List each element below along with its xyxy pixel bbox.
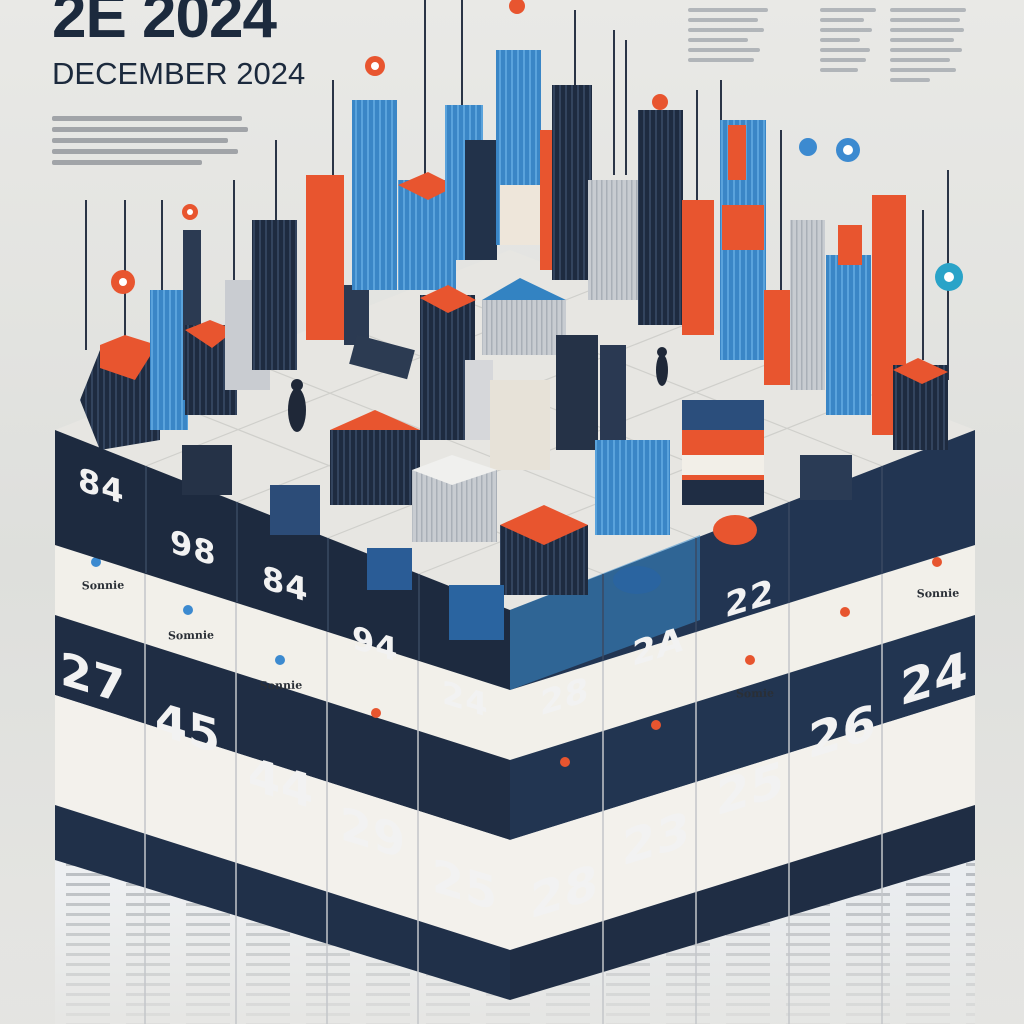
poster-title: 2E 2024: [52, 0, 277, 51]
poster-subtitle: DECEMBER 2024: [52, 56, 306, 91]
people: [288, 347, 668, 432]
page-note-1: Sonnie: [81, 578, 125, 593]
calendar-grid: [55, 545, 975, 1024]
map-pins: [111, 0, 963, 294]
platform-buildings: [182, 278, 852, 640]
page-note-3: Sonnie: [259, 678, 303, 693]
page-note-2: Somnie: [167, 628, 215, 643]
page-note-5: Sonnie: [916, 586, 960, 601]
legend-column-1: [688, 2, 768, 68]
page-note-4: Somie: [735, 686, 775, 701]
intro-text-block: [52, 110, 248, 171]
calendar-pins: [91, 557, 942, 767]
skyline: [80, 0, 949, 450]
legend-column-2: [820, 2, 880, 78]
legend-column-3: [890, 2, 970, 88]
